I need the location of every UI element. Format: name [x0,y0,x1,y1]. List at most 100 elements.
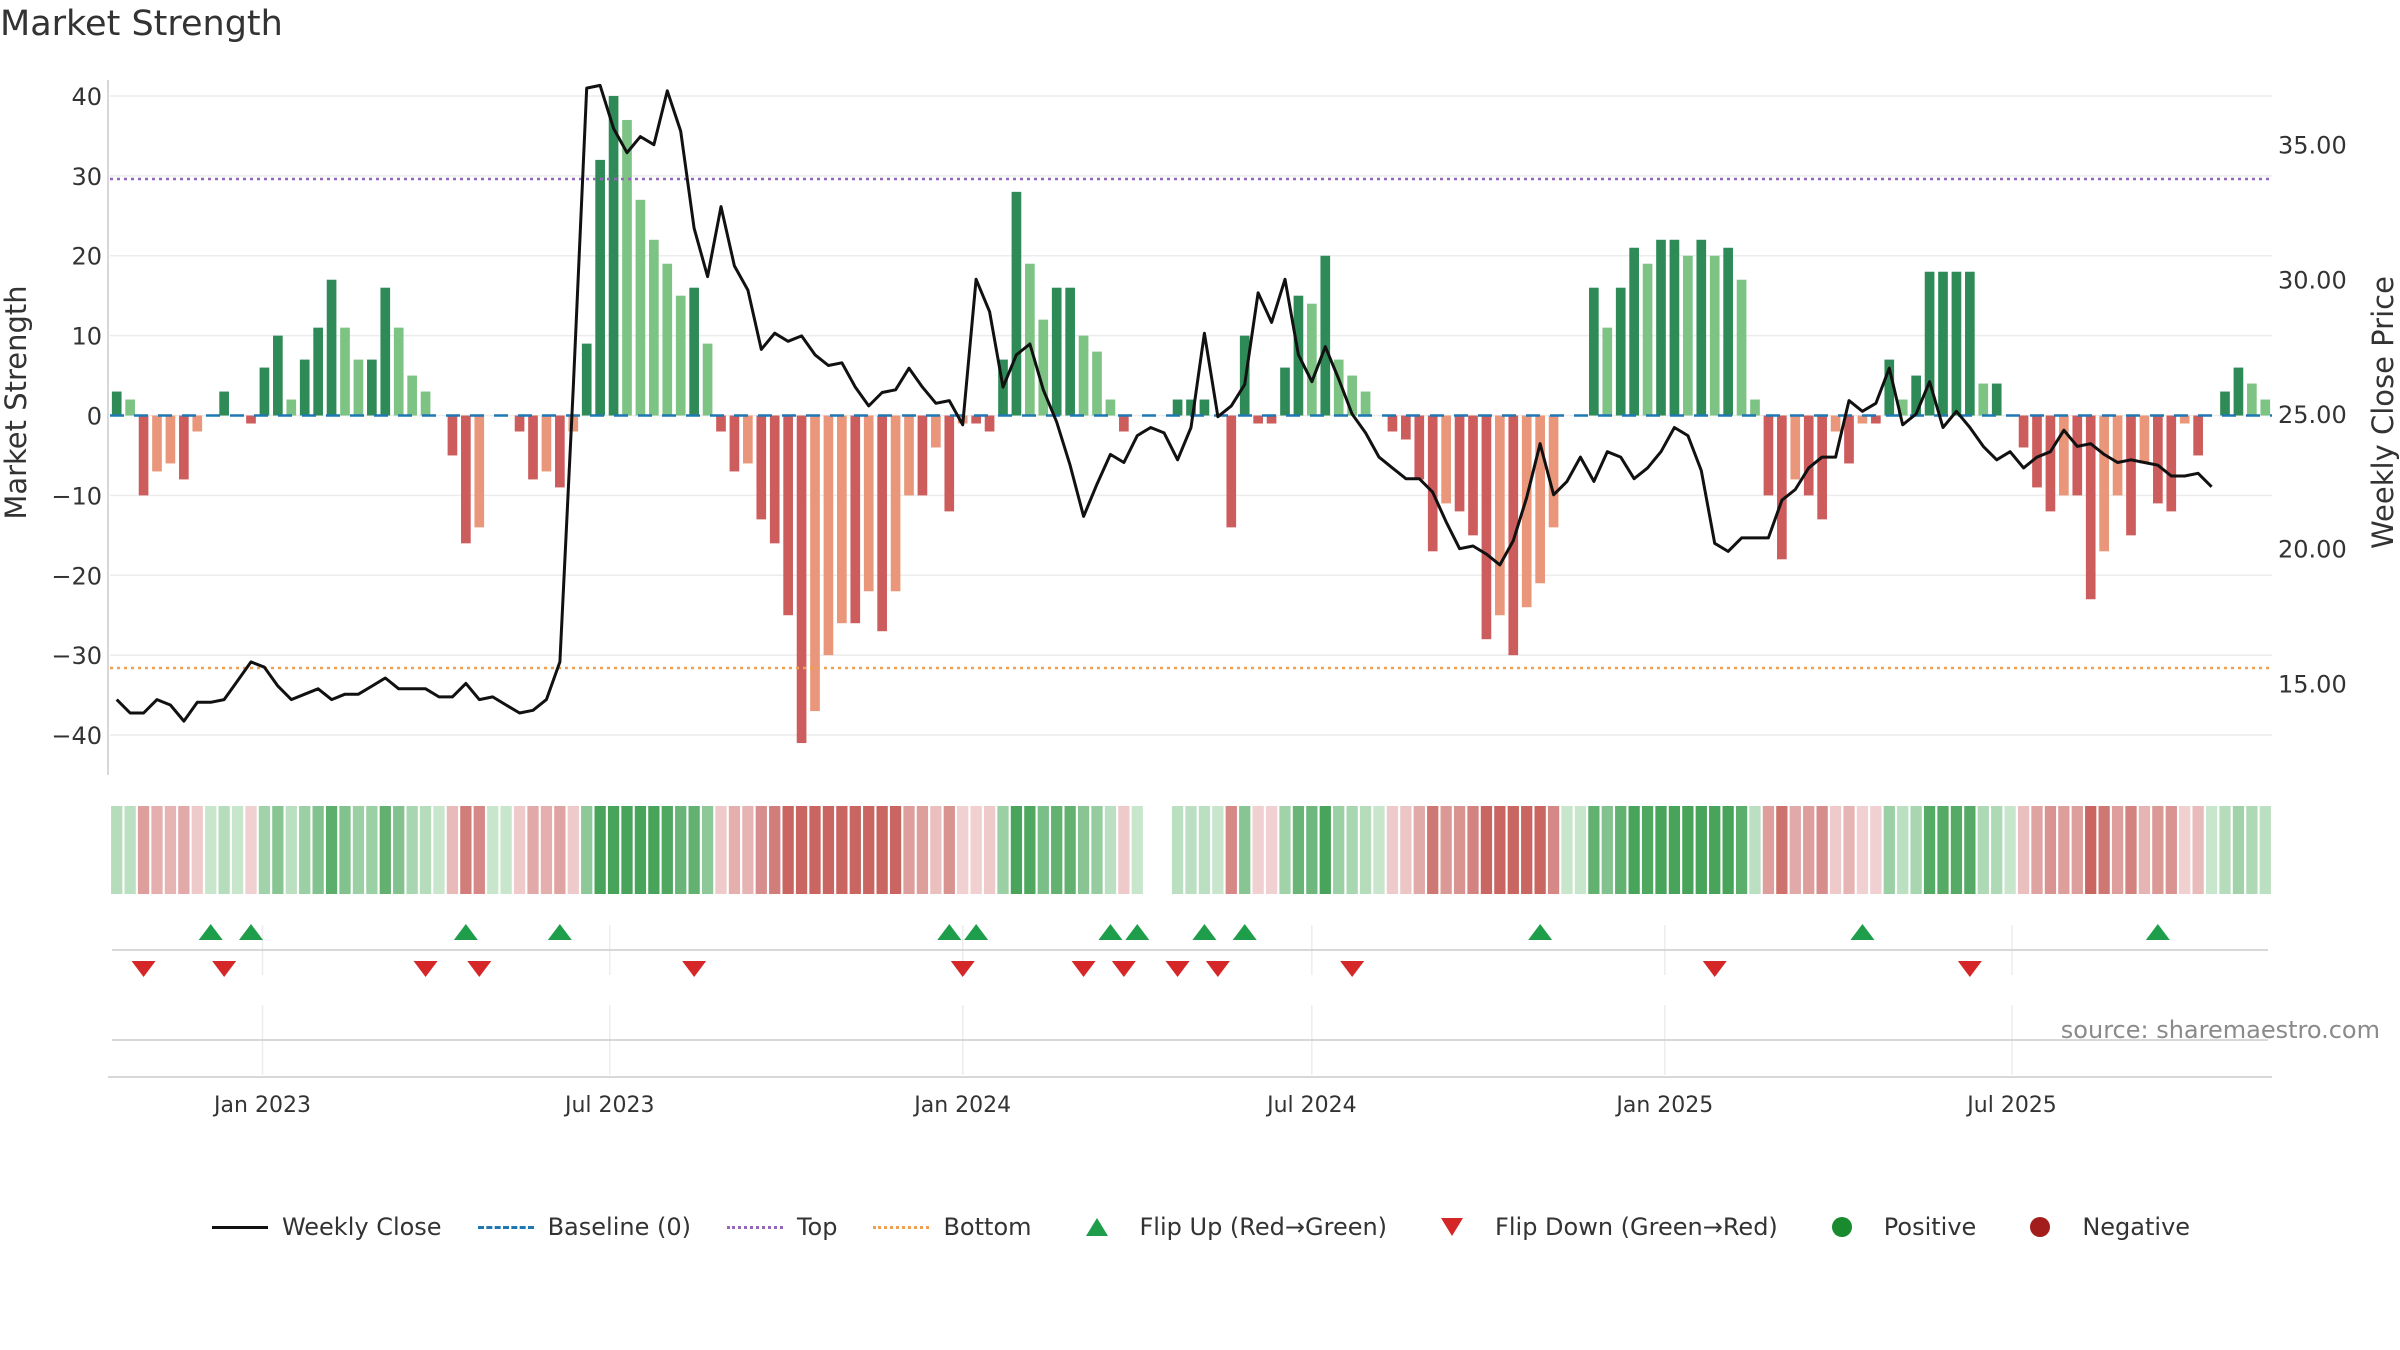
strength-strip-cell [1601,806,1613,894]
flip-up-marker [1528,924,1553,940]
chart-title: Market Strength [0,4,283,44]
strength-bar [1105,399,1116,416]
strength-strip-cell [513,806,526,894]
flip-down-marker [950,961,975,977]
strength-strip-cell [661,806,673,894]
strength-strip-cell [607,806,620,894]
dot-icon [2030,1217,2051,1237]
flip-up-marker [1098,924,1123,940]
strength-strip-cell [205,806,217,894]
strength-strip-cell [889,806,902,894]
strength-strip-cell [1198,806,1211,894]
strength-strip-cell [540,806,553,894]
strength-strip-cell [460,806,472,894]
strength-bar [1119,415,1129,432]
strength-strip-cell [1950,806,1963,894]
strength-bar [393,327,404,416]
strength-bar [1924,271,1935,416]
strength-bar [1938,271,1948,416]
legend-item-positive[interactable]: Positive [1812,1213,1976,1241]
strength-bar [1884,359,1895,416]
strength-strip-cell [742,806,754,894]
strength-strip-cell [2071,806,2083,894]
strength-bar [1414,415,1425,480]
strength-strip-cell [594,806,606,894]
legend-item-weekly-close[interactable]: Weekly Close [210,1213,442,1241]
strength-strip-cell [111,806,123,894]
strength-strip-cell [2259,806,2271,894]
strength-strip-cell [231,806,244,894]
strength-strip-cell [1427,806,1439,894]
strength-bar [1817,415,1827,520]
strength-strip-cell [2031,806,2043,894]
strength-bar [823,415,834,656]
strength-bar [1266,415,1277,424]
strength-bar [1830,415,1841,432]
strength-strip-cell [1897,806,1909,894]
strength-bar [1307,303,1317,416]
legend-item-baseline[interactable]: Baseline (0) [476,1213,691,1241]
strength-bar [1280,367,1290,416]
legend-item-flip-down[interactable]: Flip Down (Green→Red) [1421,1213,1778,1241]
legend-item-flip-up[interactable]: Flip Up (Red→Green) [1066,1213,1388,1241]
flip-down-marker [1702,961,1727,977]
y-right-axis-title: Weekly Close Price [2366,276,2400,549]
strength-strip-cell [352,806,365,894]
flip-up-marker [937,924,962,940]
legend-item-bottom[interactable]: Bottom [871,1213,1032,1241]
y-left-tick-label: 20 [71,243,102,271]
strength-strip-cell [1480,806,1493,894]
strength-bar [863,415,874,592]
weekly-close-series [115,83,2213,723]
strength-bar [1051,287,1062,416]
strength-strip-cell [1709,806,1721,894]
strength-strip-cell [2098,806,2110,894]
strength-bar [1723,247,1733,416]
legend-item-negative[interactable]: Negative [2010,1213,2190,1241]
x-tick-label: Jan 2024 [912,1093,1011,1118]
strength-strip-cell [648,806,660,894]
strength-bar [796,415,807,744]
strength-bar [1025,263,1035,416]
strength-bar [1333,359,1344,416]
strength-strip-cell [1346,806,1358,894]
strength-bar [984,415,995,432]
strength-strip-cell [1265,806,1278,894]
grid-layer [110,95,2272,1075]
flip-down-marker [131,961,156,977]
strength-strip-cell [634,806,647,894]
strength-bar [2179,415,2190,424]
strength-bar [1441,415,1451,504]
strength-strip-cell [272,806,284,894]
legend-label: Bottom [943,1213,1032,1241]
strength-bar [273,335,283,416]
strength-strip-cell [2152,806,2164,894]
strength-bar [1320,255,1331,416]
strength-bar [326,279,337,416]
legend-label: Flip Up (Red→Green) [1139,1213,1388,1241]
strength-strip-cell [218,806,230,894]
strength-bar [1991,383,2002,416]
strength-strip-cell [782,806,794,894]
strength-bar [1911,375,1921,416]
strength-bar [1038,319,1049,416]
legend-label: Flip Down (Green→Red) [1495,1213,1778,1241]
strength-strip-cell [1225,806,1237,894]
strength-bar [2045,415,2056,512]
strength-bar [1401,415,1411,440]
reference-lines [110,177,2272,670]
flip-up-marker [964,924,989,940]
strength-strip-cell [1561,806,1573,894]
strength-strip-cell [970,806,982,894]
strength-bar [890,415,901,592]
flip-up-marker [1232,924,1257,940]
strength-strip-cell [1749,806,1761,894]
strength-bar [729,415,740,472]
legend-item-top[interactable]: Top [725,1213,837,1241]
strength-bar [380,287,391,416]
strength-strip-cell [1883,806,1895,894]
strength-bar [622,119,632,416]
dot-icon [1831,1217,1852,1237]
strength-strip-cell [1682,806,1694,894]
strength-strip-cell [863,806,875,894]
